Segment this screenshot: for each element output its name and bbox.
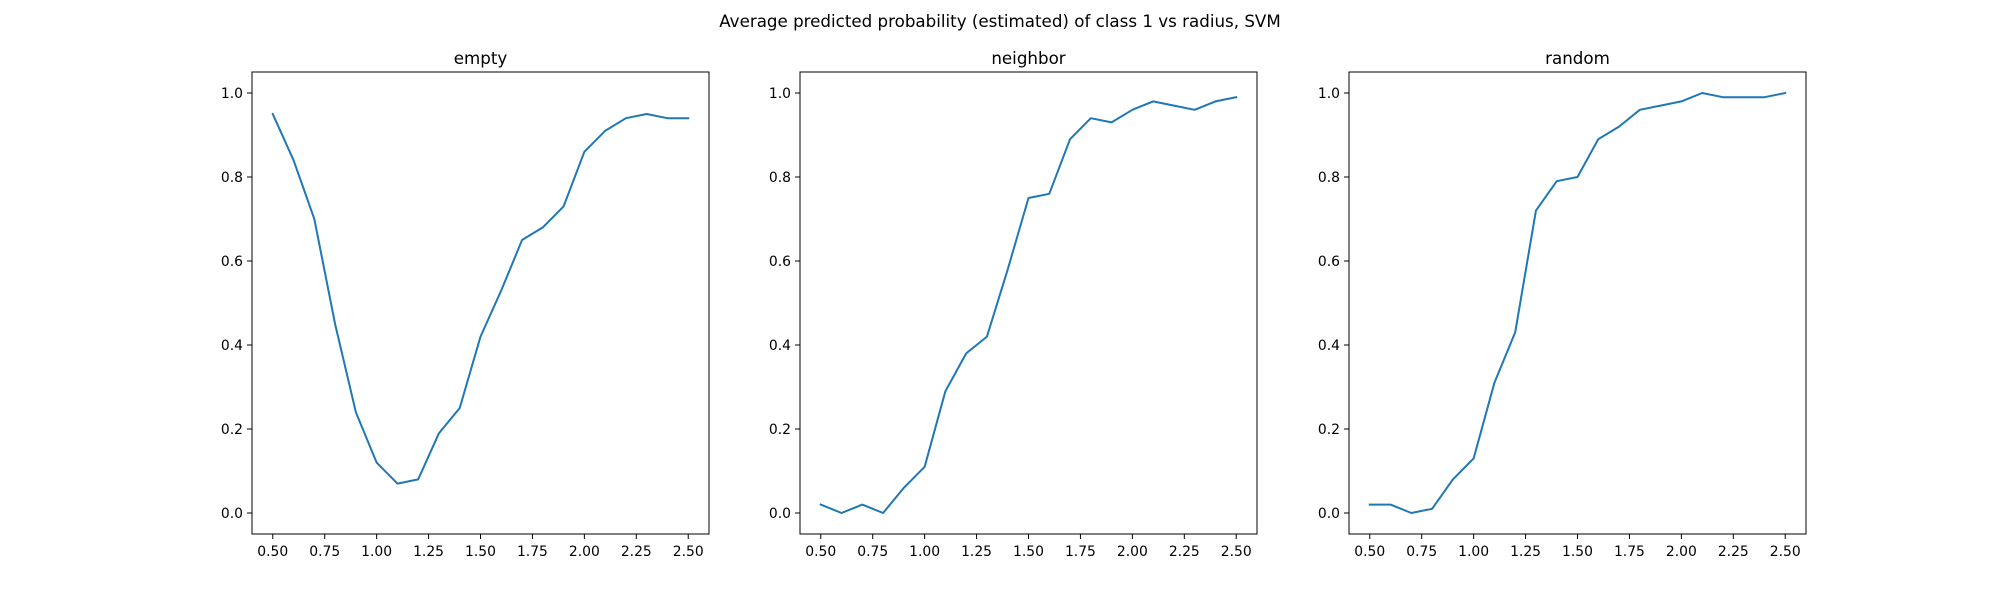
axes-frame — [251, 71, 710, 535]
y-tick-label: 0.0 — [221, 506, 243, 522]
subplot-title: empty — [454, 48, 508, 68]
y-tick-label: 0.4 — [769, 338, 791, 354]
series-line — [271, 112, 690, 485]
y-tick-label: 0.6 — [1318, 254, 1340, 270]
subplots: empty 0.50 0.75 1.00 1.25 1.50 1.75 2.00 2.25 2.5… — [221, 48, 1807, 560]
y-tick-label: 1.0 — [221, 86, 243, 102]
y-tick-label: 1.0 — [769, 86, 791, 102]
series-line — [1368, 91, 1787, 514]
x-tick-label: 0.75 — [1406, 544, 1437, 560]
y-tick-label: 0.6 — [769, 254, 791, 270]
figure-title: Average predicted probability (estimated… — [719, 11, 1281, 31]
x-tick-label: 2.50 — [1221, 544, 1252, 560]
x-tick-label: 2.00 — [1117, 544, 1148, 560]
x-tick-label: 0.75 — [309, 544, 340, 560]
axes-frame — [799, 71, 1258, 535]
series-line — [819, 96, 1238, 514]
x-tick-label: 2.50 — [673, 544, 704, 560]
x-tick-label: 2.25 — [1718, 544, 1749, 560]
x-tick-label: 2.25 — [621, 544, 652, 560]
x-tick-label: 1.25 — [413, 544, 444, 560]
x-tick-label: 1.75 — [517, 544, 548, 560]
subplot-title: random — [1545, 48, 1610, 68]
x-tick-label: 1.00 — [1458, 544, 1489, 560]
y-tick-label: 1.0 — [1318, 86, 1340, 102]
x-tick-label: 1.25 — [961, 544, 992, 560]
y-tick-label: 0.4 — [1318, 338, 1340, 354]
x-tick-label: 1.00 — [909, 544, 940, 560]
x-tick-label: 0.50 — [1354, 544, 1385, 560]
x-tick-label: 2.25 — [1169, 544, 1200, 560]
subplot-empty: empty 0.50 0.75 1.00 1.25 1.50 1.75 2.00 2.25 2.5… — [221, 48, 710, 560]
y-tick-label: 0.0 — [1318, 506, 1340, 522]
x-tick-label: 1.50 — [465, 544, 496, 560]
subplot-random: random 0.50 0.75 1.00 1.25 1.50 1.75 2.00 2.25 2.… — [1318, 48, 1807, 560]
y-tick-label: 0.0 — [769, 506, 791, 522]
x-tick-label: 1.75 — [1065, 544, 1096, 560]
x-tick-label: 1.25 — [1510, 544, 1541, 560]
y-tick-label: 0.2 — [1318, 422, 1340, 438]
axes-frame — [1348, 71, 1807, 535]
subplot-title: neighbor — [991, 48, 1065, 68]
x-tick-label: 2.00 — [569, 544, 600, 560]
y-tick-label: 0.2 — [221, 422, 243, 438]
y-tick-label: 0.6 — [221, 254, 243, 270]
y-tick-label: 0.8 — [1318, 170, 1340, 186]
subplot-neighbor: neighbor 0.50 0.75 1.00 1.25 1.50 1.75 2.00 2.25… — [769, 48, 1258, 560]
y-tick-label: 0.8 — [221, 170, 243, 186]
y-tick-label: 0.8 — [769, 170, 791, 186]
x-tick-label: 0.50 — [805, 544, 836, 560]
x-tick-label: 0.75 — [857, 544, 888, 560]
x-tick-label: 1.00 — [361, 544, 392, 560]
y-tick-label: 0.2 — [769, 422, 791, 438]
x-tick-label: 1.50 — [1562, 544, 1593, 560]
y-tick-label: 0.4 — [221, 338, 243, 354]
x-tick-label: 2.50 — [1770, 544, 1801, 560]
x-tick-label: 1.75 — [1614, 544, 1645, 560]
x-tick-label: 2.00 — [1666, 544, 1697, 560]
x-tick-label: 0.50 — [257, 544, 288, 560]
x-tick-label: 1.50 — [1013, 544, 1044, 560]
